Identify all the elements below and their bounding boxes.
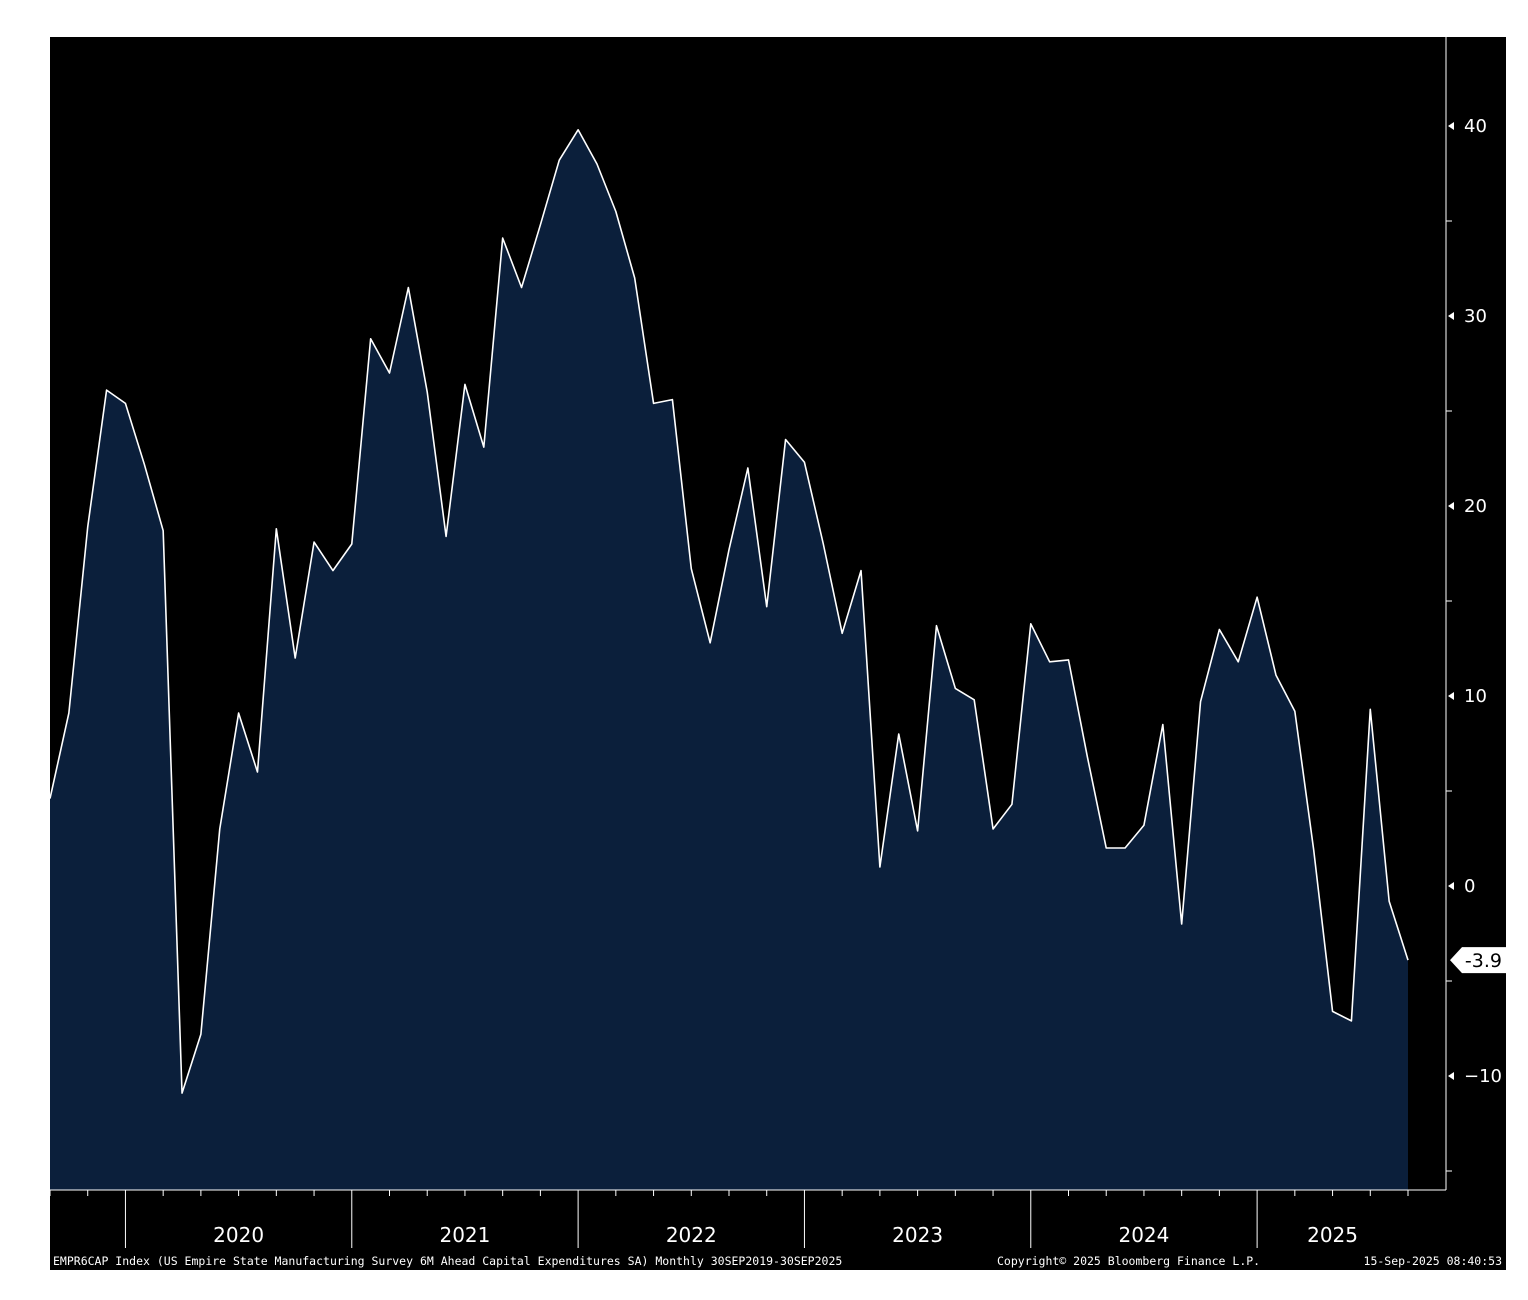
y-axis: −10 0 10 20 30 40 -3.9 (1446, 116, 1506, 1172)
y-tick-arrow (1448, 312, 1454, 320)
y-tick-arrow (1448, 1072, 1454, 1080)
y-tick-label: 40 (1464, 116, 1487, 137)
x-year-label: 2025 (1307, 1223, 1358, 1247)
footer-copyright: Copyright© 2025 Bloomberg Finance L.P. (997, 1254, 1260, 1268)
y-tick-arrow (1448, 122, 1454, 130)
axis-layer (50, 37, 1447, 1191)
x-axis: 2020 2021 2022 2023 2024 2025 (49, 1190, 1409, 1248)
footer-description: EMPR6CAP Index (US Empire State Manufact… (53, 1254, 842, 1268)
last-value-label: -3.9 (1465, 950, 1502, 972)
x-year-label: 2021 (439, 1223, 490, 1247)
series-area (50, 129, 1408, 1190)
y-tick-label: 10 (1464, 686, 1487, 707)
last-value-marker (1450, 947, 1506, 974)
y-tick-label: 30 (1464, 306, 1487, 327)
area-layer (49, 129, 1409, 1190)
y-tick-label: 20 (1464, 496, 1487, 517)
y-tick-arrow (1448, 692, 1454, 700)
y-tick-arrow (1448, 502, 1454, 510)
y-tick-label: −10 (1464, 1066, 1502, 1087)
y-tick-arrow (1448, 882, 1454, 890)
series-line (49, 129, 1409, 1094)
x-year-label: 2022 (666, 1223, 717, 1247)
footer: EMPR6CAP Index (US Empire State Manufact… (53, 1254, 1502, 1268)
y-tick-label: 0 (1464, 876, 1475, 897)
x-year-label: 2023 (892, 1223, 943, 1247)
x-year-label: 2024 (1118, 1223, 1169, 1247)
footer-timestamp: 15-Sep-2025 08:40:53 (1364, 1254, 1503, 1268)
x-year-label: 2020 (213, 1223, 264, 1247)
